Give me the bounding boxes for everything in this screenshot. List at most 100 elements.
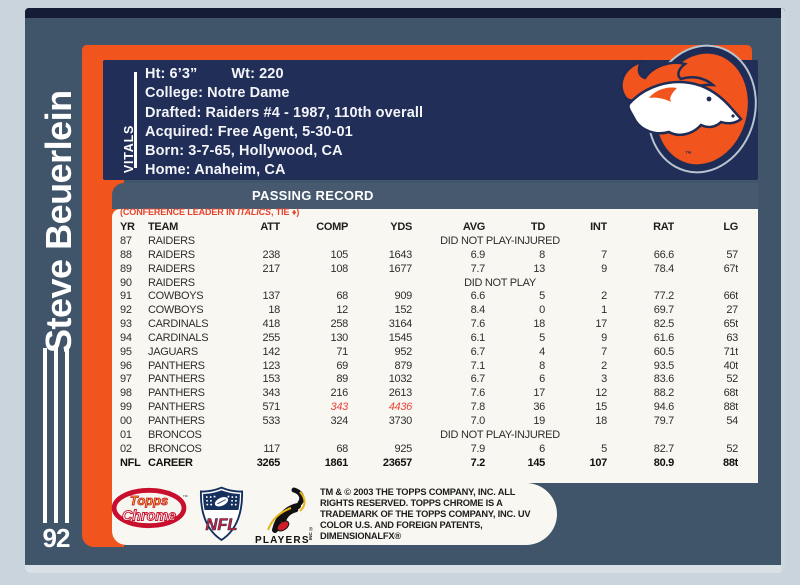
table-row: 87 RAIDERS DID NOT PLAY-INJURED [120, 235, 738, 249]
cell-yr: 92 [120, 304, 132, 317]
cell-lg: 68t [723, 387, 738, 400]
vitals-line: Born: 3-7-65, Hollywood, CA [145, 143, 343, 160]
player-name: Steve Beuerlein [38, 90, 79, 353]
players-reg: ® [309, 526, 313, 533]
cell-rat: 69.7 [653, 304, 674, 317]
cell-team: PANTHERS [148, 373, 205, 386]
dnp-note: DID NOT PLAY-INJURED [440, 428, 560, 441]
cell-lg: 27 [726, 304, 738, 317]
col-header-yds: YDS [390, 220, 412, 233]
cell-comp: 89 [336, 373, 348, 386]
cell-td: 5 [539, 290, 545, 303]
cell-team: CAREER [148, 456, 193, 469]
cell-avg: 6.1 [470, 331, 485, 344]
cell-comp: 130 [330, 331, 348, 344]
cell-yr: 96 [120, 359, 132, 372]
cell-team: BRONCOS [148, 442, 202, 455]
cell-yr: 99 [120, 401, 132, 414]
decorative-stripe [54, 348, 58, 523]
cell-yds: 1032 [388, 373, 412, 386]
cell-rat: 78.4 [653, 262, 674, 275]
table-row: 00 PANTHERS 533 324 3730 7.0 19 18 79.7 54 [120, 415, 738, 429]
cell-rat: 79.7 [653, 414, 674, 427]
table-row: 99 PANTHERS 571 343 4436 7.8 36 15 94.6 88t [120, 401, 738, 415]
cell-rat: 93.5 [653, 359, 674, 372]
cell-yr: 90 [120, 276, 132, 289]
decorative-stripe [65, 348, 69, 523]
col-header-avg: AVG [462, 220, 485, 233]
card-right-edge [781, 8, 785, 573]
cell-lg: 66t [723, 290, 738, 303]
col-header-comp: COMP [316, 220, 348, 233]
cell-yr: 97 [120, 373, 132, 386]
cell-yds: 1677 [388, 262, 412, 275]
cell-yds: 925 [394, 442, 412, 455]
passing-record-header: PASSING RECORD [112, 183, 758, 209]
cell-rat: 60.5 [653, 345, 674, 358]
cell-rat: 61.6 [653, 331, 674, 344]
card-bottom-edge [25, 565, 785, 573]
table-row: 98 PANTHERS 343 216 2613 7.6 17 12 88.2 68t [120, 387, 738, 401]
cell-td: 6 [539, 442, 545, 455]
cell-td: 6 [539, 373, 545, 386]
table-row: 93 CARDINALS 418 258 3164 7.6 18 17 82.5 65t [120, 318, 738, 332]
cell-yr: 00 [120, 414, 132, 427]
copyright-line: TM & © 2003 THE TOPPS COMPANY, INC. ALL [320, 487, 516, 497]
cell-td: 145 [527, 456, 545, 469]
cell-att: 137 [262, 290, 280, 303]
nfl-wordmark: NFL [206, 516, 238, 534]
cell-avg: 7.1 [470, 359, 485, 372]
cell-yds: 1545 [388, 331, 412, 344]
cell-att: 571 [262, 401, 280, 414]
cell-att: 18 [268, 304, 280, 317]
cell-lg: 88t [723, 401, 738, 414]
cell-yr: NFL [120, 456, 141, 469]
cell-lg: 88t [723, 456, 738, 469]
col-header-int: INT [590, 220, 607, 233]
dnp-note: DID NOT PLAY-INJURED [440, 235, 560, 247]
cell-att: 142 [262, 345, 280, 358]
cell-yds: 4436 [388, 401, 412, 414]
card-top-edge [25, 8, 785, 18]
copyright-line: RIGHTS RESERVED. TOPPS CHROME IS A [320, 498, 503, 508]
cell-td: 36 [533, 401, 545, 414]
table-row: 94 CARDINALS 255 130 1545 6.1 5 9 61.6 63 [120, 332, 738, 346]
cell-int: 9 [601, 262, 607, 275]
cell-team: PANTHERS [148, 414, 205, 427]
col-header-att: ATT [260, 220, 280, 233]
cell-int: 107 [589, 456, 607, 469]
table-row: 88 RAIDERS 238 105 1643 6.9 8 7 66.6 57 [120, 249, 738, 263]
vitals-lines: Ht: 6’3” Wt: 220 College: Notre Dame Draf… [145, 65, 423, 181]
cell-comp: 68 [336, 442, 348, 455]
cell-yr: 87 [120, 235, 132, 247]
cell-comp: 68 [336, 290, 348, 303]
broncos-logo-icon: ™ [620, 44, 757, 174]
nfl-shield-logo: NFL [199, 486, 244, 542]
vitals-line: College: Notre Dame [145, 85, 290, 102]
cell-att: 117 [263, 442, 280, 455]
table-header-row: YR TEAM ATT COMP YDS AVG TD INT RAT LG [120, 220, 738, 235]
chrome-wordmark: Chrome [122, 508, 176, 524]
cell-lg: 63 [726, 331, 738, 344]
cell-yds: 2613 [388, 387, 412, 400]
passing-table: YR TEAM ATT COMP YDS AVG TD INT RAT LG 8… [120, 220, 738, 470]
col-header-lg: LG [723, 220, 738, 233]
cell-lg: 52 [726, 373, 738, 386]
stats-panel [112, 209, 758, 483]
vitals-divider [134, 72, 137, 168]
cell-yds: 152 [394, 304, 412, 317]
topps-chrome-logo: Topps Chrome ™ [111, 487, 188, 529]
cell-avg: 7.6 [470, 387, 485, 400]
cell-int: 2 [601, 290, 607, 303]
cell-lg: 54 [726, 414, 738, 427]
cell-comp: 71 [336, 345, 348, 358]
cell-lg: 71t [723, 345, 738, 358]
cell-td: 0 [539, 304, 545, 317]
cell-rat: 83.6 [653, 373, 674, 386]
decorative-stripe [43, 348, 47, 523]
cell-avg: 7.8 [470, 401, 485, 414]
vitals-line: Acquired: Free Agent, 5-30-01 [145, 123, 353, 140]
cell-int: 17 [595, 318, 607, 331]
col-header-td: TD [530, 220, 545, 233]
cell-comp: 69 [336, 359, 348, 372]
